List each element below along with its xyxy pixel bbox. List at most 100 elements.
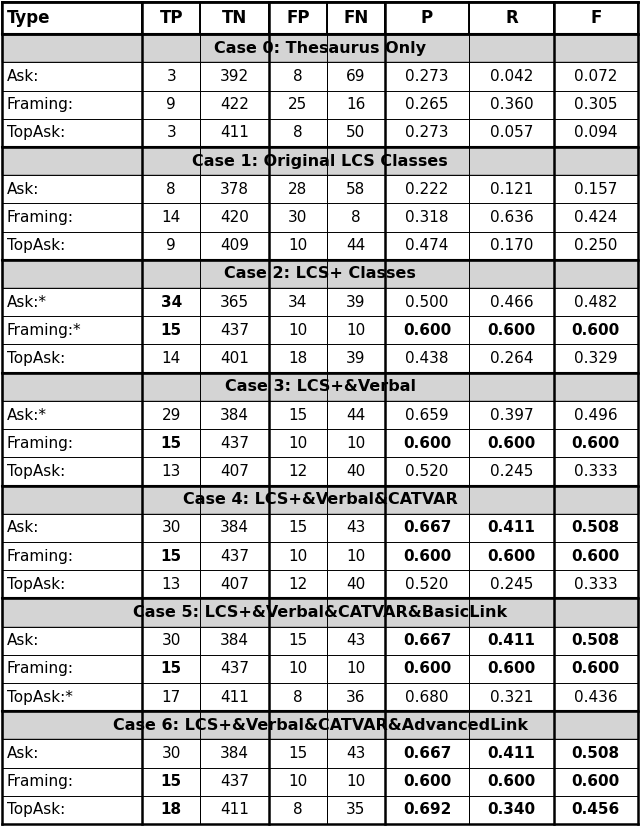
Bar — [269, 63, 327, 91]
Text: 0.508: 0.508 — [572, 746, 620, 761]
Bar — [385, 288, 469, 316]
Text: 30: 30 — [288, 210, 308, 225]
Text: 0.520: 0.520 — [405, 464, 449, 479]
Bar — [2, 655, 638, 683]
Bar — [2, 514, 638, 542]
Bar — [200, 401, 269, 430]
Bar — [2, 63, 638, 91]
Text: 0.411: 0.411 — [488, 634, 536, 648]
Bar — [2, 119, 142, 147]
Bar — [554, 203, 638, 231]
Bar — [200, 795, 269, 824]
Text: 0.520: 0.520 — [405, 577, 449, 591]
Bar — [2, 767, 142, 795]
Bar — [142, 542, 200, 570]
Bar — [385, 458, 469, 486]
Bar — [200, 91, 269, 119]
Bar — [269, 542, 327, 570]
Bar — [269, 231, 327, 260]
Text: Type: Type — [7, 9, 51, 27]
Bar — [269, 175, 327, 203]
Bar — [327, 683, 385, 711]
Bar — [385, 627, 469, 655]
Text: 44: 44 — [346, 238, 365, 254]
Bar — [385, 542, 469, 570]
Text: 30: 30 — [161, 746, 181, 761]
Text: 10: 10 — [288, 436, 307, 451]
Bar — [2, 231, 638, 260]
Bar — [554, 627, 638, 655]
Text: 15: 15 — [288, 634, 307, 648]
Bar — [200, 288, 269, 316]
Bar — [200, 231, 269, 260]
Bar — [469, 63, 554, 91]
Bar — [469, 288, 554, 316]
Bar — [2, 91, 638, 119]
Bar — [469, 570, 554, 598]
Text: 36: 36 — [346, 690, 365, 705]
Bar — [142, 91, 200, 119]
Text: 0.411: 0.411 — [488, 520, 536, 535]
Bar — [269, 91, 327, 119]
Bar — [327, 739, 385, 767]
Bar — [200, 430, 269, 458]
Text: 0.482: 0.482 — [574, 295, 618, 310]
Bar — [142, 570, 200, 598]
Text: 0.680: 0.680 — [405, 690, 449, 705]
Bar — [2, 203, 638, 231]
Bar — [385, 2, 469, 34]
Bar — [200, 570, 269, 598]
Text: 411: 411 — [220, 690, 249, 705]
Bar — [2, 430, 638, 458]
Text: 437: 437 — [220, 662, 249, 676]
Bar — [142, 203, 200, 231]
Bar — [327, 63, 385, 91]
Bar — [142, 683, 200, 711]
Bar — [2, 542, 638, 570]
Bar — [327, 655, 385, 683]
Text: P: P — [421, 9, 433, 27]
Text: 0.121: 0.121 — [490, 182, 533, 197]
Bar — [385, 203, 469, 231]
Text: 10: 10 — [288, 238, 307, 254]
Text: 422: 422 — [220, 97, 249, 112]
Bar — [2, 316, 638, 344]
Bar — [554, 316, 638, 344]
Bar — [2, 147, 638, 175]
Text: 40: 40 — [346, 577, 365, 591]
Bar — [142, 316, 200, 344]
Text: 3: 3 — [166, 69, 176, 84]
Bar — [327, 514, 385, 542]
Bar — [554, 175, 638, 203]
Bar — [2, 542, 142, 570]
Bar — [385, 514, 469, 542]
Bar — [327, 175, 385, 203]
Text: 384: 384 — [220, 634, 249, 648]
Text: 0.667: 0.667 — [403, 520, 451, 535]
Bar — [200, 119, 269, 147]
Bar — [200, 175, 269, 203]
Text: Framing:: Framing: — [7, 210, 74, 225]
Bar — [385, 401, 469, 430]
Text: FN: FN — [343, 9, 369, 27]
Bar — [200, 627, 269, 655]
Text: 58: 58 — [346, 182, 365, 197]
Text: 13: 13 — [161, 577, 181, 591]
Bar — [469, 119, 554, 147]
Bar — [327, 795, 385, 824]
Text: Case 5: LCS+&Verbal&CATVAR&BasicLink: Case 5: LCS+&Verbal&CATVAR&BasicLink — [133, 605, 507, 620]
Text: 392: 392 — [220, 69, 249, 84]
Text: 43: 43 — [346, 746, 365, 761]
Text: 0.456: 0.456 — [572, 802, 620, 818]
Bar — [327, 767, 385, 795]
Bar — [469, 627, 554, 655]
Text: 0.600: 0.600 — [403, 436, 451, 451]
Bar — [554, 63, 638, 91]
Bar — [269, 430, 327, 458]
Bar — [2, 458, 638, 486]
Text: 0.600: 0.600 — [403, 662, 451, 676]
Bar — [469, 344, 554, 373]
Bar — [200, 767, 269, 795]
Text: 0.321: 0.321 — [490, 690, 533, 705]
Bar — [2, 598, 638, 627]
